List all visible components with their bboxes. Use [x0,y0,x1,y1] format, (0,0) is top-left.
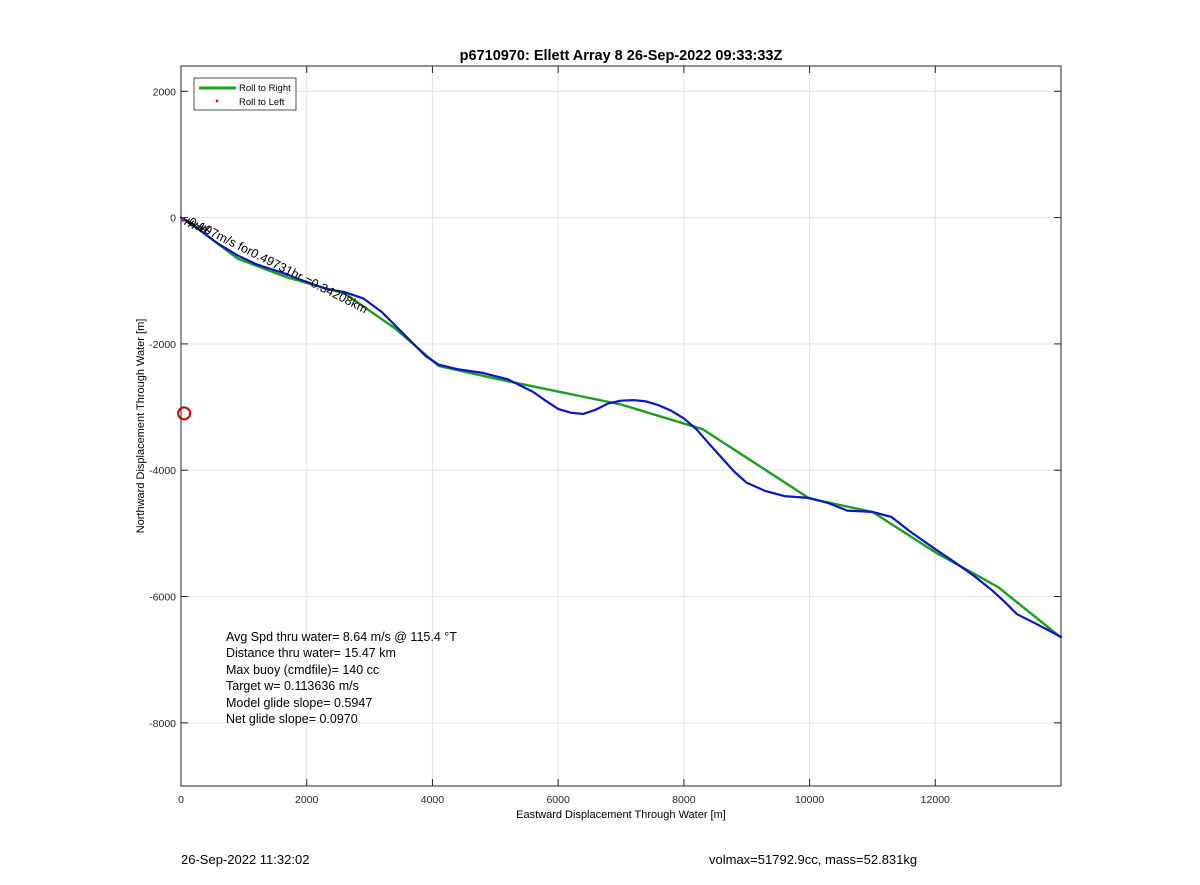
series-track [179,216,1063,638]
y-tick-label: 2000 [153,86,177,98]
y-tick-label: -2000 [149,339,176,351]
x-tick-label: 10000 [795,794,824,806]
x-tick-label: 4000 [421,794,445,806]
stat-target-w: Target w= 0.113636 m/s [226,679,359,694]
stat-model-glide: Model glide slope= 0.5947 [226,695,373,710]
y-axis-label: Northward Displacement Through Water [m] [135,319,147,534]
stat-avg-speed: Avg Spd thru water= 8.64 m/s @ 115.4 °T [226,630,457,644]
legend-label-roll-right: Roll to Right [239,83,291,94]
y-tick-label: 0 [170,213,176,225]
y-tick-label: -6000 [149,592,176,604]
y-tick-label: -8000 [149,718,176,730]
x-axis-label: Eastward Displacement Through Water [m] [516,809,726,821]
footer-volmax-mass: volmax=51792.9cc, mass=52.831kg [709,852,918,867]
stat-max-buoy: Max buoy (cmdfile)= 140 cc [226,662,380,677]
footer-timestamp: 26-Sep-2022 11:32:02 [181,852,310,867]
surface-fix-marker [203,226,211,233]
y-tick-label: -4000 [149,465,176,477]
legend-box [193,77,297,111]
series-layer [179,216,1063,639]
legend-label-roll-left: Roll to Left [239,97,285,108]
x-tick-label: 2000 [295,794,319,806]
red-circle-marker [177,406,192,421]
surface-fix-marker [187,220,195,227]
stat-distance: Distance thru water= 15.47 km [226,646,396,661]
stats-block: Avg Spd thru water= 8.64 m/s @ 115.4 °T … [226,629,457,727]
surface-fix-marker [199,225,207,232]
surface-fix-marker [195,223,203,230]
x-tick-label: 8000 [672,794,696,806]
x-tick-label: 12000 [921,794,950,806]
plot-area [180,65,1062,787]
chart-title: p6710970: Ellett Array 8 26-Sep-2022 09:… [460,48,783,64]
surface-fix-marker [183,218,191,225]
x-tick-label: 6000 [546,794,570,806]
legend-dot-roll-left [215,99,219,103]
series-roll-to-right [179,216,1063,639]
axis-ticks: 0 2000 4000 6000 8000 10000 12000 2000 0 -2000 -40… [149,66,1061,806]
x-tick-label: 0 [178,794,184,806]
grid-lines [180,66,1061,786]
legend: Roll to Right Roll to Left [193,77,297,111]
stat-net-glide: Net glide slope= 0.0970 [226,712,358,727]
surface-fix-marker [191,222,199,229]
